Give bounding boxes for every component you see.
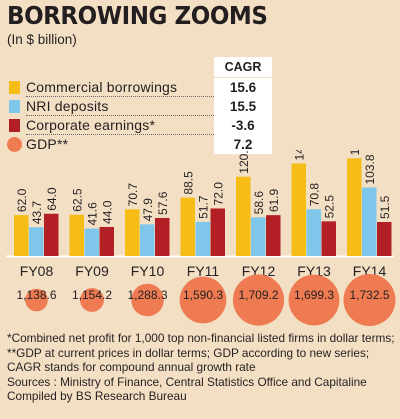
gdp-bubble-label: 1,138.6	[16, 288, 56, 302]
gdp-bubble	[232, 274, 285, 326]
bar-data-label: 51.5	[378, 195, 392, 219]
legend-swatch-gdp	[7, 137, 22, 152]
bar	[180, 197, 195, 256]
bar-data-label: 58.6	[252, 191, 266, 215]
footnotes: *Combined net profit for 1,000 top non-f…	[7, 331, 395, 404]
legend-label: Commercial borrowings	[26, 79, 178, 95]
bar-data-label: 64.0	[45, 187, 59, 211]
bar	[29, 227, 44, 256]
legend-divider	[26, 134, 272, 135]
x-tick-label: FY11	[187, 263, 220, 279]
bar	[377, 222, 392, 256]
footnote-sources: Sources : Ministry of Finance, Central S…	[7, 374, 367, 389]
gdp-bubble	[343, 274, 396, 326]
legend-cagr-value: 15.6	[214, 78, 272, 97]
legend-row-nri-deposits: NRI deposits 15.5	[7, 97, 392, 116]
gdp-bubble	[131, 283, 164, 317]
legend-cagr-value: -3.6	[214, 116, 272, 135]
legend-swatch-commercial-borrowings	[9, 81, 20, 94]
x-tick-label: FY13	[297, 263, 331, 279]
bar-data-label: 72.0	[212, 182, 226, 206]
legend-label: Corporate earnings*	[26, 117, 156, 133]
cagr-header: CAGR (%)	[214, 57, 272, 94]
bar-data-label: 62.0	[15, 188, 29, 212]
gdp-bubble	[288, 274, 340, 326]
legend-row-corporate-earnings: Corporate earnings* -3.6	[7, 116, 392, 135]
legend-swatch-corporate-earnings	[9, 119, 20, 132]
legend-divider	[26, 96, 272, 97]
bar	[306, 209, 321, 256]
bar-data-label: 57.6	[156, 191, 170, 215]
legend-divider	[26, 115, 272, 116]
gdp-bubble-label: 1,709.2	[238, 288, 278, 302]
bar-data-label: 51.7	[197, 195, 211, 219]
bar	[362, 187, 377, 256]
x-tick-label: FY08	[20, 263, 54, 279]
footnote-definitions: *Combined net profit for 1,000 top non-f…	[7, 331, 395, 374]
bar	[69, 214, 84, 256]
bar-data-label: 44.0	[101, 200, 115, 224]
legend-cagr-value: 7.2	[214, 135, 272, 154]
bar	[195, 221, 210, 256]
legend-row-gdp: GDP** 7.2	[7, 135, 392, 154]
bar-data-label: 52.5	[323, 195, 337, 219]
bar	[347, 158, 362, 256]
bar-data-label: 43.7	[30, 200, 44, 224]
gdp-bubble-label: 1,732.5	[349, 288, 389, 302]
bar	[266, 215, 281, 256]
legend-cagr-value: 15.5	[214, 97, 272, 116]
gdp-bubble	[80, 288, 104, 312]
footnote-compiled: Compiled by BS Research Bureau	[7, 389, 187, 403]
legend-row-commercial-borrowings: Commercial borrowings 15.6	[7, 78, 392, 97]
legend-label: GDP**	[26, 136, 69, 152]
bar-data-label: 103.8	[363, 154, 377, 184]
bar	[125, 209, 140, 256]
gdp-bubble-label: 1,590.3	[183, 288, 223, 302]
chart-title: BORROWING ZOOMS	[7, 1, 268, 30]
bar-data-label: 41.6	[86, 202, 100, 226]
x-tick-label: FY10	[131, 263, 165, 279]
gdp-bubble	[179, 276, 227, 324]
x-tick-label: FY12	[242, 263, 276, 279]
gdp-bubble	[25, 288, 48, 312]
bar	[14, 215, 29, 256]
bar	[140, 224, 155, 256]
legend-label: NRI deposits	[26, 98, 109, 114]
bar-chart: 62.043.764.0 FY08 1,138.6 62.541.6 44.0 FY09 1…	[6, 150, 396, 326]
gdp-bubble-label: 1,154.2	[72, 288, 112, 302]
bar	[321, 221, 336, 256]
bar-data-label: 120.1	[237, 150, 251, 174]
bar-data-label: 61.9	[267, 188, 281, 212]
bar-data-label: 70.7	[126, 183, 140, 207]
bar	[155, 217, 170, 256]
bar	[291, 163, 306, 256]
x-tick-label: FY14	[353, 263, 387, 279]
bar	[210, 208, 225, 256]
chart-subtitle: (In $ billion)	[7, 32, 77, 47]
bar-data-label: 70.8	[308, 183, 322, 207]
bar	[84, 228, 99, 256]
x-tick-label: FY09	[75, 263, 109, 279]
bar-data-label: 47.9	[141, 198, 155, 222]
bar-data-label: 88.5	[182, 171, 196, 195]
bar	[236, 176, 251, 256]
legend-swatch-nri-deposits	[9, 100, 20, 113]
bar-data-label: 62.5	[71, 188, 85, 212]
gdp-bubble-label: 1,699.3	[294, 288, 334, 302]
bar-data-label: 148.0	[348, 150, 362, 155]
gdp-bubble-label: 1,288.3	[127, 288, 167, 302]
bar-data-label: 140.2	[293, 150, 307, 160]
bar	[44, 213, 59, 256]
bar	[251, 217, 266, 256]
bar	[99, 226, 114, 256]
